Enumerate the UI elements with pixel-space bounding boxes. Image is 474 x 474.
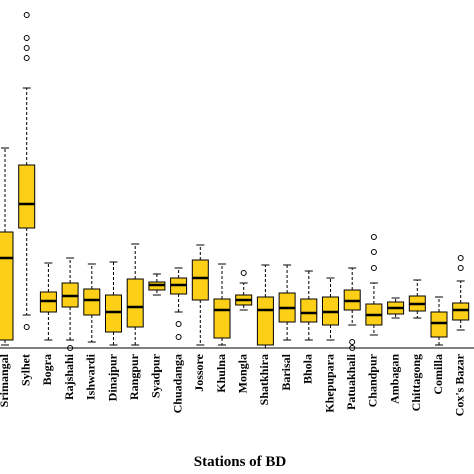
x-tick-label: Bogra xyxy=(40,354,54,385)
outlier xyxy=(23,55,30,61)
x-tick-label: Chandpur xyxy=(366,353,380,407)
outlier xyxy=(370,265,377,271)
box xyxy=(452,302,470,321)
outlier xyxy=(67,345,74,351)
outlier xyxy=(370,234,377,240)
box xyxy=(0,231,14,341)
outlier xyxy=(349,339,356,345)
x-axis-title: Stations of BD xyxy=(194,454,287,470)
x-tick-label: Jossore xyxy=(192,353,206,391)
x-tick-label: Khepupara xyxy=(322,354,336,413)
box xyxy=(256,296,274,346)
box xyxy=(126,278,144,328)
x-tick-label: Bhola xyxy=(301,354,315,384)
x-tick-label: Khulna xyxy=(214,354,228,393)
outlier xyxy=(349,345,356,351)
x-tick-label: Shatkhira xyxy=(257,354,271,405)
outlier xyxy=(175,321,182,327)
outlier xyxy=(23,12,30,18)
x-tick-label: Comilla xyxy=(431,354,445,395)
x-tick-label: Dinajpur xyxy=(105,353,119,401)
outlier xyxy=(23,35,30,41)
x-tick-label: Cox's Bazar xyxy=(452,353,466,416)
x-tick-label: Chuadanga xyxy=(170,354,184,413)
outlier xyxy=(457,265,464,271)
x-tick-label: Ishwardi xyxy=(84,353,98,400)
x-tick-label: Barisal xyxy=(279,353,293,390)
outlier xyxy=(175,334,182,340)
x-tick-label: Chittagong xyxy=(409,354,423,411)
box xyxy=(430,311,448,338)
x-tick-label: Rangpur xyxy=(127,353,141,400)
x-tick-label: Sylhet xyxy=(18,354,32,386)
outlier xyxy=(370,249,377,255)
x-tick-label: Patuakhali xyxy=(344,353,358,410)
box xyxy=(191,259,209,301)
x-tick-label: Srimangal xyxy=(0,353,11,407)
x-tick-label: Syadpur xyxy=(149,353,163,398)
x-tick-label: Ambagan xyxy=(387,354,401,404)
box xyxy=(18,164,36,229)
box xyxy=(213,298,231,339)
outlier xyxy=(23,324,30,330)
outlier xyxy=(240,270,247,276)
box xyxy=(300,298,318,323)
box xyxy=(83,288,101,316)
outlier xyxy=(23,45,30,51)
x-tick-label: Mongla xyxy=(235,354,249,393)
box xyxy=(105,294,122,333)
x-tick-label: Rajshahi xyxy=(62,353,76,400)
outlier xyxy=(457,255,464,261)
